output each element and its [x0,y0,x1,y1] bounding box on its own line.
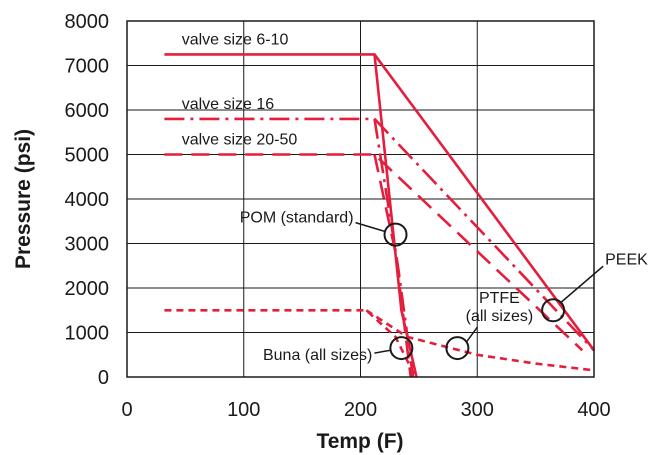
series-line-dotted [365,309,595,372]
tick-labels: 0 100 200 300 400010002000300040005000600070… [65,11,611,421]
y-tick-label: 7000 [65,56,110,78]
plot-frame [126,20,595,378]
series-lines [164,53,596,378]
pom-callout-circle [383,222,408,247]
series-line-dotted [164,308,417,378]
annotation-ptfe-sizes: (all sizes) [466,308,534,325]
x-tick-label: 300 [461,399,494,421]
y-tick-label: 5000 [65,145,110,167]
x-tick-label: 0 [121,399,132,421]
series-line-dashed [164,153,584,352]
y-tick-label: 3000 [65,234,110,256]
y-tick-label: 8000 [65,11,110,33]
annotation-pom: POM (standard) [240,210,354,227]
x-tick-label: 200 [344,399,377,421]
leader-line [374,349,392,354]
peek-callout-circle [541,298,566,323]
ptfe-callout-circle [445,336,470,361]
annotation-valve-16: valve size 16 [182,96,275,113]
annotation-peek: PEEK [605,251,648,268]
annotation-valve-6-10: valve size 6-10 [182,32,289,49]
annotation-ptfe: PTFE [479,290,520,307]
y-tick-label: 6000 [65,100,110,122]
annotations: valve size 6-10 valve size 16 valve size… [182,32,648,364]
annotation-buna: Buna (all sizes) [263,347,372,364]
x-tick-label: 100 [227,399,260,421]
y-tick-label: 4000 [65,189,110,211]
x-tick-label: 400 [577,399,610,421]
y-axis-label: Pressure (psi) [12,129,35,269]
y-tick-label: 0 [98,367,109,389]
series-line-solid [373,54,418,378]
leader-line [355,221,386,233]
leader-line [465,326,479,343]
x-axis-label: Temp (F) [316,430,403,453]
buna-callout-circle [389,336,414,361]
y-tick-label: 2000 [65,278,110,300]
y-tick-label: 1000 [65,323,110,345]
annotation-valve-20-50: valve size 20-50 [182,132,298,149]
series-line-dashed [373,154,412,378]
leader-line [560,265,604,303]
